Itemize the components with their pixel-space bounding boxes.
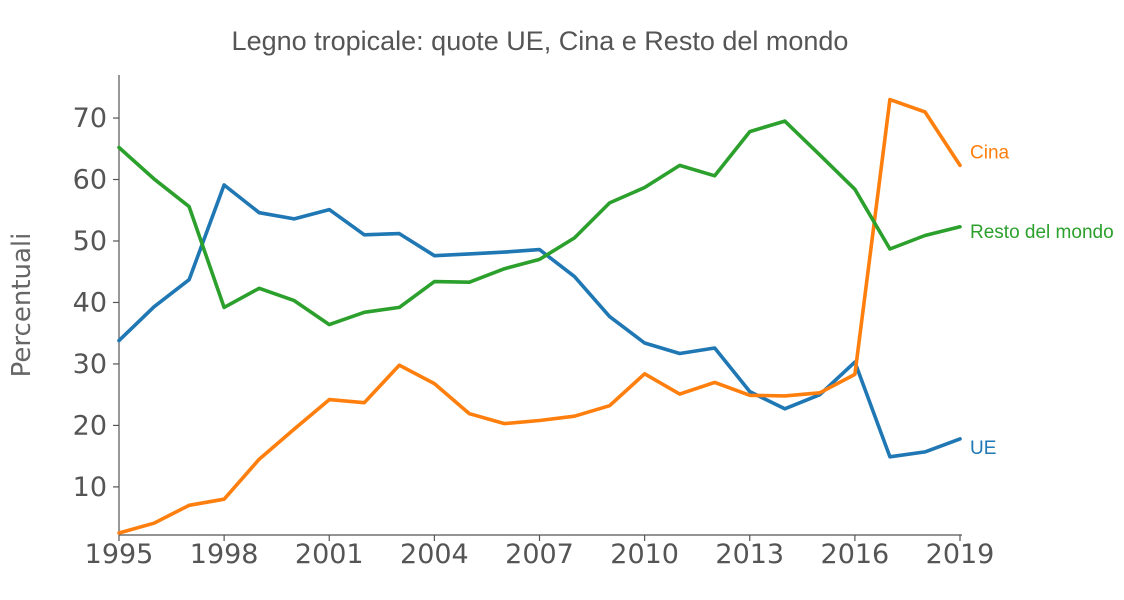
ticks-group: 1995 1998 2001 2004 2007 2010 2013 2016 2019 10 20… [73, 103, 995, 570]
y-tick-label: 60 [73, 165, 107, 196]
x-tick-label: 2016 [821, 539, 890, 570]
y-tick-label: 30 [73, 349, 107, 380]
series-line-cina [117, 97, 962, 535]
series-label-ue: UE [970, 438, 996, 459]
series-label-resto-del-mondo: Resto del mondo [970, 222, 1114, 243]
y-tick-label: 10 [73, 472, 107, 503]
x-tick-label: 2007 [505, 539, 574, 570]
series-label-cina: Cina [970, 142, 1010, 163]
x-tick-label: 1995 [85, 539, 154, 570]
y-axis-label: Percentuali [7, 233, 37, 378]
series-labels-group: UE Cina Resto del mondo [970, 142, 1114, 459]
x-tick-label: 2013 [715, 539, 784, 570]
y-tick-label: 70 [73, 103, 107, 134]
y-tick-label: 50 [73, 226, 107, 257]
series-line-resto-del-mondo [117, 119, 962, 327]
chart-title: Legno tropicale: quote UE, Cina e Resto … [232, 26, 849, 56]
series-lines-group [117, 97, 962, 535]
series-line-ue [117, 183, 962, 459]
x-tick-label: 2019 [926, 539, 995, 570]
x-tick-label: 2010 [610, 539, 679, 570]
x-tick-label: 2001 [295, 539, 364, 570]
y-tick-label: 20 [73, 410, 107, 441]
x-tick-label: 2004 [400, 539, 469, 570]
y-tick-label: 40 [73, 287, 107, 318]
x-tick-label: 1998 [190, 539, 259, 570]
